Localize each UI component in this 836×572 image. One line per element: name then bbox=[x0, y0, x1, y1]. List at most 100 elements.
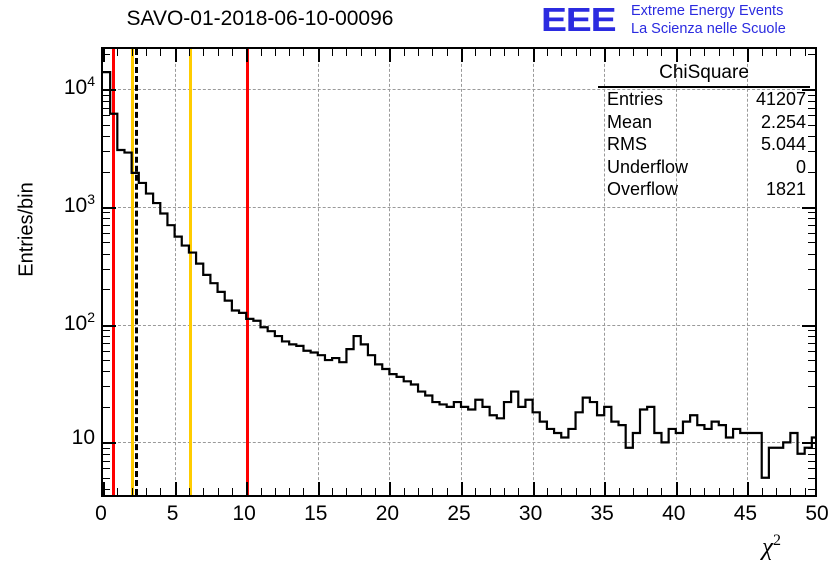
y-tick-minor bbox=[103, 107, 110, 109]
stats-row-key: Overflow bbox=[607, 179, 679, 199]
x-tick-minor-top bbox=[661, 49, 663, 56]
stats-row-key: RMS bbox=[607, 134, 647, 154]
y-tick-label: 103 bbox=[63, 190, 95, 217]
x-tick-minor-top bbox=[346, 49, 348, 56]
y-tick-minor-right bbox=[808, 150, 815, 152]
y-tick-minor-right bbox=[808, 447, 815, 449]
y-tick-minor bbox=[103, 477, 110, 479]
y-tick-minor bbox=[103, 242, 110, 244]
eee-logo: EEE Extreme Energy Events La Scienza nel… bbox=[541, 2, 836, 42]
y-tick-minor-right bbox=[808, 386, 815, 388]
x-tick-minor-top bbox=[117, 49, 119, 56]
x-tick-minor bbox=[289, 488, 291, 495]
x-tick-label: 45 bbox=[733, 502, 758, 525]
y-tick-major bbox=[103, 206, 116, 209]
x-tick-minor bbox=[561, 488, 563, 495]
x-tick-minor-top bbox=[131, 49, 133, 56]
plot-frame bbox=[101, 47, 817, 497]
black-dashed-line bbox=[135, 49, 139, 495]
gridline-vertical bbox=[461, 49, 462, 495]
red-line-low bbox=[111, 49, 115, 495]
x-tick-major bbox=[461, 482, 463, 495]
x-tick-label: 5 bbox=[166, 502, 179, 525]
eee-logo-mark: EEE bbox=[541, 1, 617, 38]
x-tick-minor bbox=[360, 488, 362, 495]
x-tick-minor-top bbox=[776, 49, 778, 56]
stats-row-value: 5.044 bbox=[760, 134, 806, 154]
y-tick-minor-right bbox=[808, 94, 815, 96]
y-tick-minor bbox=[103, 371, 110, 373]
x-tick-minor bbox=[375, 488, 377, 495]
x-tick-minor bbox=[618, 488, 620, 495]
x-tick-minor-top bbox=[790, 49, 792, 56]
y-tick-minor-right bbox=[808, 371, 815, 373]
y-tick-minor bbox=[103, 460, 110, 462]
gridline-vertical bbox=[747, 49, 749, 495]
y-tick-minor-right bbox=[808, 342, 815, 344]
y-tick-minor bbox=[103, 406, 110, 408]
stats-box-title: ChiSquare bbox=[598, 62, 810, 88]
x-tick-minor-top bbox=[289, 49, 291, 56]
gridline-horizontal bbox=[103, 442, 815, 444]
y-tick-major bbox=[103, 324, 116, 327]
x-tick-minor bbox=[145, 488, 147, 495]
x-tick-label: 35 bbox=[590, 502, 614, 525]
y-tick-major-right bbox=[802, 89, 815, 92]
y-tick-minor-right bbox=[808, 253, 815, 255]
x-tick-minor-top bbox=[188, 49, 190, 56]
x-tick-minor bbox=[661, 488, 663, 495]
y-tick-minor-right bbox=[808, 406, 815, 408]
x-tick-major bbox=[532, 482, 535, 495]
x-tick-minor bbox=[117, 488, 119, 495]
x-tick-minor-top bbox=[489, 49, 491, 56]
x-tick-minor-top bbox=[432, 49, 434, 56]
x-tick-minor-top bbox=[718, 49, 720, 56]
gridline-vertical bbox=[532, 49, 534, 495]
gridline-vertical bbox=[174, 49, 176, 495]
x-tick-major-top bbox=[747, 49, 750, 62]
x-tick-minor bbox=[260, 488, 262, 495]
x-tick-minor bbox=[332, 488, 334, 495]
gridline-vertical bbox=[317, 49, 319, 495]
x-tick-minor bbox=[518, 488, 520, 495]
x-tick-minor bbox=[446, 488, 448, 495]
x-axis-title-base: χ bbox=[762, 533, 773, 561]
x-tick-minor bbox=[546, 488, 548, 495]
x-tick-label: 25 bbox=[447, 502, 471, 525]
stats-row-key: Mean bbox=[607, 111, 653, 132]
x-tick-minor bbox=[761, 488, 763, 495]
stats-row: Entries 41207 bbox=[598, 88, 810, 111]
y-tick-minor-right bbox=[808, 218, 815, 220]
x-tick-major-top bbox=[389, 49, 392, 62]
x-tick-minor bbox=[804, 488, 806, 495]
y-tick-major bbox=[103, 89, 116, 92]
x-tick-minor-top bbox=[418, 49, 420, 56]
x-tick-minor bbox=[203, 488, 205, 495]
y-tick-minor bbox=[103, 136, 110, 138]
x-tick-label: 30 bbox=[518, 502, 543, 525]
gridline-horizontal bbox=[103, 89, 815, 91]
gold-line-low bbox=[131, 49, 135, 495]
gridline-horizontal bbox=[103, 206, 815, 208]
y-tick-minor-right bbox=[808, 115, 815, 117]
y-tick-minor-right bbox=[808, 489, 815, 491]
x-tick-minor bbox=[188, 488, 190, 495]
x-tick-minor-top bbox=[804, 49, 806, 56]
y-tick-minor-right bbox=[808, 242, 815, 244]
x-tick-label: 40 bbox=[662, 502, 686, 525]
x-tick-minor-top bbox=[632, 49, 634, 56]
y-tick-minor-right bbox=[808, 268, 815, 270]
x-tick-minor bbox=[776, 488, 778, 495]
x-tick-minor-top bbox=[403, 49, 405, 56]
y-tick-minor bbox=[103, 124, 110, 126]
x-tick-minor bbox=[718, 488, 720, 495]
y-tick-minor-right bbox=[808, 225, 815, 227]
x-tick-major-top bbox=[532, 49, 535, 62]
stats-row-value: 1821 bbox=[765, 179, 806, 199]
y-tick-major-right bbox=[802, 206, 815, 209]
x-tick-minor bbox=[632, 488, 634, 495]
y-tick-major-right bbox=[802, 442, 815, 445]
y-tick-minor-right bbox=[808, 171, 815, 173]
x-tick-minor-top bbox=[518, 49, 520, 56]
x-tick-minor bbox=[403, 488, 405, 495]
